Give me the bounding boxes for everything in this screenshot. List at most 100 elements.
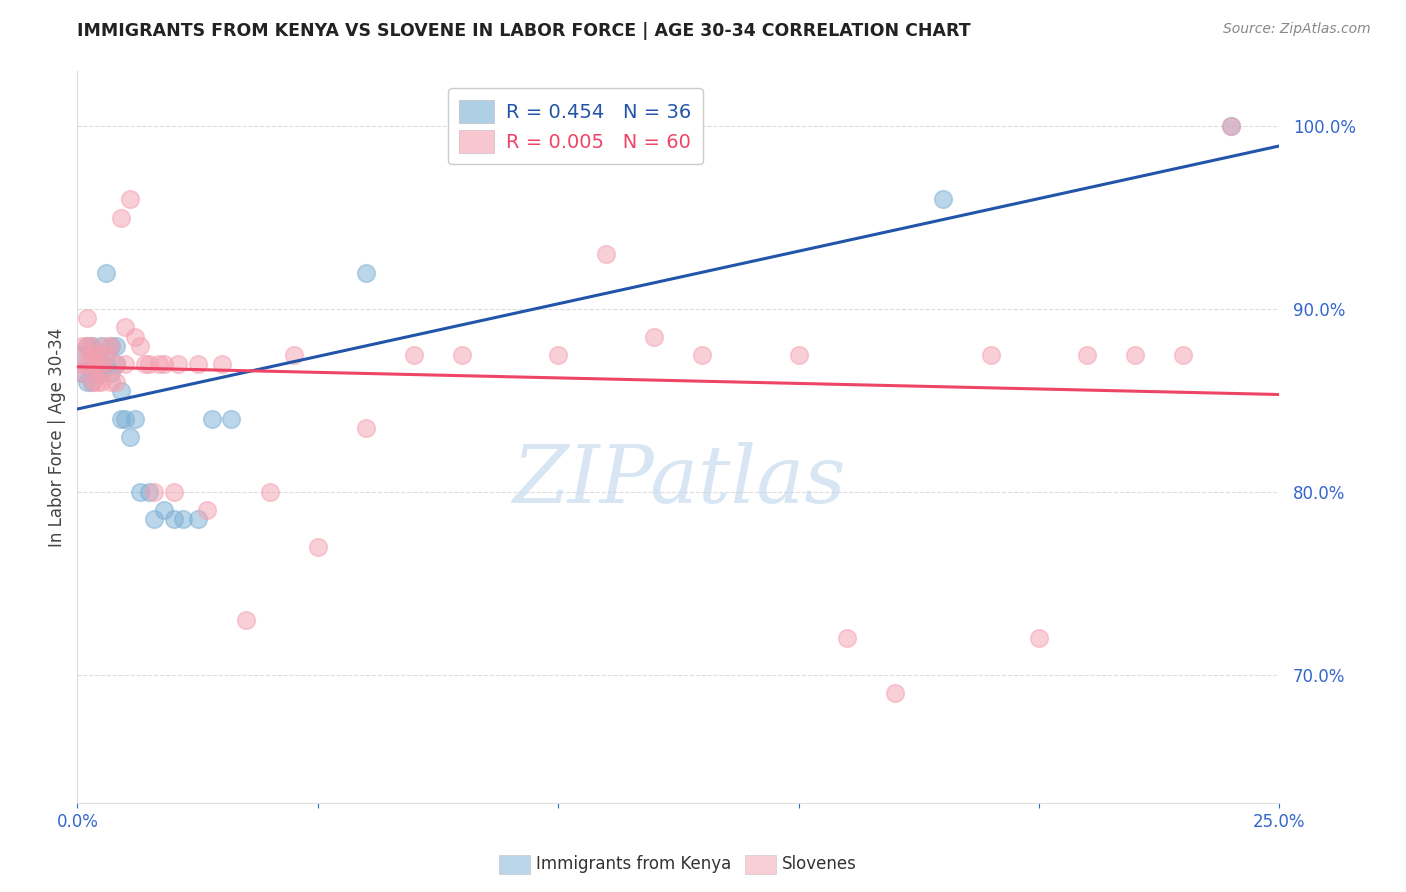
Point [283,348,305,362]
Point [76,338,98,352]
Text: Immigrants from Kenya: Immigrants from Kenya [536,855,731,873]
Point [148,357,170,371]
Point [1028,631,1050,645]
Point [128,338,150,352]
Y-axis label: In Labor Force | Age 30-34: In Labor Force | Age 30-34 [48,327,66,547]
Point [110,411,132,425]
Point [86,348,108,362]
Point [100,375,122,389]
Point [86,375,108,389]
Point [219,411,242,425]
Point [96,265,118,279]
Point [86,357,108,371]
Point [475,119,498,133]
Point [70,338,93,352]
Point [787,348,810,362]
Point [235,613,257,627]
Point [451,348,474,362]
Point [162,484,184,499]
Point [70,348,93,362]
Point [186,512,209,526]
Point [138,484,160,499]
Point [96,357,118,371]
Point [402,348,425,362]
Point [100,338,122,352]
Point [90,357,112,371]
Point [1123,348,1146,362]
Point [114,411,136,425]
Point [354,265,377,279]
Point [1220,119,1243,133]
Text: IMMIGRANTS FROM KENYA VS SLOVENE IN LABOR FORCE | AGE 30-34 CORRELATION CHART: IMMIGRANTS FROM KENYA VS SLOVENE IN LABO… [77,22,972,40]
Point [80,357,103,371]
Point [80,348,103,362]
Point [1076,348,1098,362]
Point [195,503,218,517]
Point [153,503,176,517]
Point [259,484,281,499]
Point [114,357,136,371]
Point [172,512,194,526]
Point [980,348,1002,362]
Point [883,686,905,700]
Point [1220,119,1243,133]
Point [134,357,156,371]
Point [1173,348,1195,362]
Point [86,366,108,380]
Point [120,192,142,206]
Text: Source: ZipAtlas.com: Source: ZipAtlas.com [1223,22,1371,37]
Point [932,192,955,206]
Point [138,357,160,371]
Point [153,357,176,371]
Point [90,375,112,389]
Point [96,348,118,362]
Point [80,357,103,371]
Point [547,348,569,362]
Point [120,430,142,444]
Point [104,357,127,371]
Point [104,338,127,352]
Text: Slovenes: Slovenes [782,855,856,873]
Point [90,338,112,352]
Point [201,411,224,425]
Point [70,366,93,380]
Point [128,484,150,499]
Point [100,338,122,352]
Point [104,375,127,389]
Point [143,512,166,526]
Point [835,631,858,645]
Point [86,357,108,371]
Point [110,384,132,399]
Point [90,366,112,380]
Point [143,484,166,499]
Point [80,338,103,352]
Point [692,348,714,362]
Point [76,375,98,389]
Legend: R = 0.454   N = 36, R = 0.005   N = 60: R = 0.454 N = 36, R = 0.005 N = 60 [447,88,703,164]
Point [110,211,132,225]
Point [76,357,98,371]
Point [211,357,233,371]
Point [76,338,98,352]
Point [124,411,146,425]
Point [104,357,127,371]
Point [114,320,136,334]
Point [80,375,103,389]
Point [186,357,209,371]
Point [162,512,184,526]
Point [100,366,122,380]
Point [499,119,522,133]
Point [354,421,377,435]
Point [96,338,118,352]
Point [307,540,329,554]
Point [643,329,665,343]
Text: ZIPatlas: ZIPatlas [512,442,845,520]
Point [80,338,103,352]
Point [595,247,617,261]
Point [90,366,112,380]
Point [80,375,103,389]
Point [70,357,93,371]
Point [70,366,93,380]
Point [124,329,146,343]
Point [90,357,112,371]
